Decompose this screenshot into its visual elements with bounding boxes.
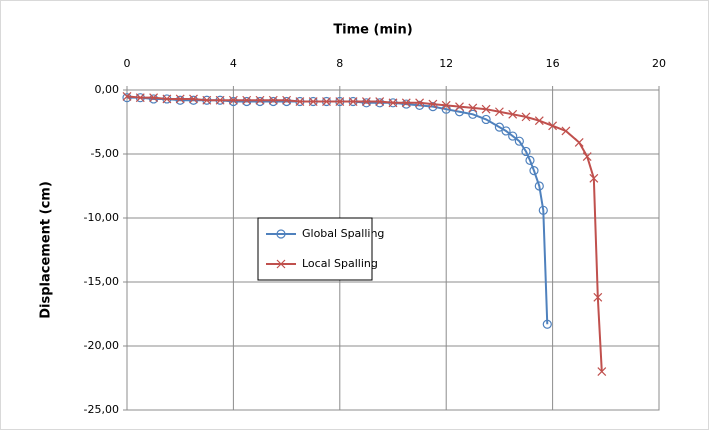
data-point	[276, 229, 286, 239]
y-tick-label: -10,00	[84, 211, 119, 224]
data-point	[228, 96, 238, 107]
data-point	[441, 100, 451, 110]
data-point	[375, 97, 385, 106]
data-point	[428, 102, 438, 112]
x-tick-label: 16	[546, 57, 560, 70]
x-tick-label: 4	[230, 57, 237, 70]
data-point	[276, 259, 286, 269]
data-point	[534, 181, 544, 191]
legend-label: Local Spalling	[302, 257, 378, 270]
data-point	[508, 109, 518, 119]
data-point	[548, 121, 558, 131]
plot-border	[126, 89, 660, 411]
data-point	[481, 114, 491, 125]
data-point	[255, 95, 265, 105]
data-point	[135, 93, 145, 103]
data-point	[228, 95, 238, 105]
legend-box	[257, 217, 373, 281]
y-tick-label: -20,00	[84, 339, 119, 352]
data-point	[521, 146, 531, 157]
data-point	[415, 98, 425, 108]
data-point	[589, 173, 599, 183]
data-point	[542, 319, 552, 329]
data-point	[593, 292, 603, 302]
data-point	[202, 95, 212, 105]
data-point	[582, 152, 592, 161]
data-point	[561, 126, 571, 136]
data-point	[529, 166, 539, 176]
series-group	[122, 91, 607, 377]
data-point	[468, 103, 478, 113]
data-point	[308, 97, 318, 106]
data-point	[361, 98, 371, 108]
data-point	[348, 97, 358, 106]
data-point	[501, 126, 511, 136]
data-point	[189, 94, 198, 104]
y-tick-label: -5,00	[91, 147, 119, 160]
data-point	[468, 109, 478, 119]
y-tick-label: -25,00	[84, 403, 119, 416]
data-point	[215, 95, 225, 105]
data-point	[242, 96, 252, 107]
data-point	[268, 95, 278, 105]
data-point	[597, 367, 607, 377]
series	[122, 91, 607, 377]
data-point	[494, 107, 504, 117]
data-point	[162, 94, 172, 104]
data-point	[428, 99, 438, 109]
data-point	[149, 93, 159, 103]
data-point	[335, 97, 345, 106]
legend: Global Spalling Local Spalling	[257, 217, 384, 281]
y-tick-label: 0,00	[95, 83, 120, 96]
data-point	[255, 96, 265, 107]
data-point	[268, 96, 278, 107]
data-point	[295, 97, 305, 106]
data-point	[401, 98, 411, 108]
data-point	[122, 91, 132, 101]
data-point	[494, 122, 504, 132]
data-point	[574, 138, 584, 147]
data-point	[534, 116, 544, 126]
data-point	[175, 95, 185, 105]
data-point	[525, 155, 535, 165]
data-point	[514, 136, 524, 146]
x-tick-label: 12	[439, 57, 453, 70]
y-tick-label: -15,00	[84, 275, 119, 288]
x-tick-label: 20	[652, 57, 666, 70]
data-point	[454, 107, 465, 117]
y-axis-title: Displacement (cm)	[39, 181, 54, 319]
data-point	[415, 100, 425, 110]
data-point	[508, 131, 518, 141]
x-tick-label: 8	[336, 57, 343, 70]
data-point	[455, 102, 464, 112]
data-point	[282, 95, 292, 105]
data-point	[481, 104, 491, 114]
data-point	[242, 95, 252, 105]
plot-area	[127, 90, 659, 410]
data-point	[401, 99, 411, 109]
chart-title: Time (min)	[333, 23, 412, 38]
x-tick-label: 0	[124, 57, 131, 70]
data-point	[361, 97, 371, 106]
data-point	[175, 94, 185, 104]
data-point	[521, 112, 531, 122]
data-point	[322, 97, 331, 106]
legend-label: Global Spalling	[302, 227, 384, 240]
grid: 0,00 -5,00 -10,00 -15,00 -20,00 -25,00 0 4 8 12 16…	[84, 57, 666, 416]
data-point	[388, 98, 398, 108]
data-point	[538, 205, 548, 215]
